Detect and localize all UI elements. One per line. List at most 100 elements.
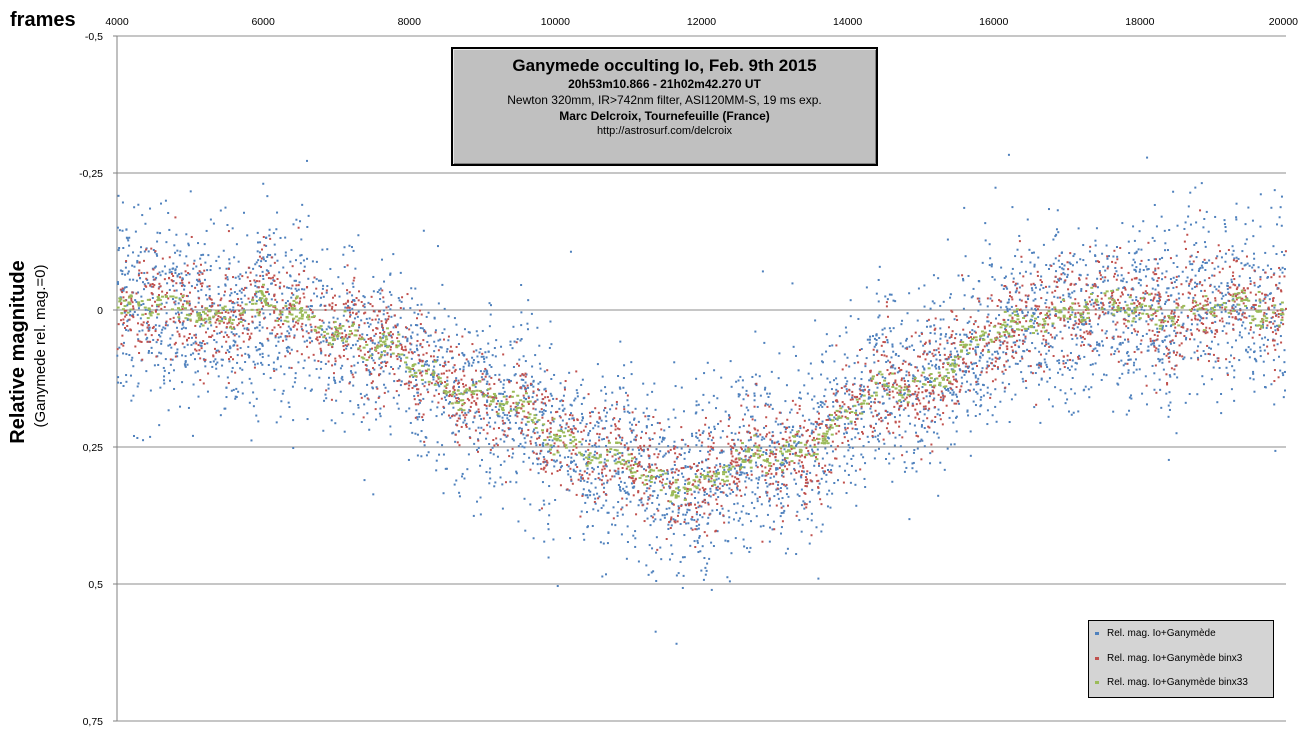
data-point-raw xyxy=(234,341,237,344)
data-point-binx3 xyxy=(581,474,584,477)
data-point-raw xyxy=(1202,350,1205,353)
data-point-raw xyxy=(209,269,212,272)
data-point-binx3 xyxy=(453,370,456,373)
data-point-raw xyxy=(488,482,491,485)
data-point-raw xyxy=(441,444,444,447)
data-point-raw xyxy=(956,353,959,356)
data-point-raw xyxy=(248,354,251,357)
data-point-raw xyxy=(822,470,825,473)
data-point-raw xyxy=(700,444,703,447)
data-point-raw xyxy=(717,477,720,480)
data-point-raw xyxy=(572,425,575,428)
data-point-raw xyxy=(1205,317,1208,320)
data-point-raw xyxy=(1144,275,1147,278)
data-point-binx3 xyxy=(1241,267,1244,270)
data-point-raw xyxy=(743,413,746,416)
data-point-raw xyxy=(1223,325,1226,328)
data-point-raw xyxy=(912,461,915,464)
data-point-raw xyxy=(589,490,592,493)
data-point-binx3 xyxy=(1174,326,1177,329)
data-point-raw xyxy=(1098,307,1101,310)
data-point-raw xyxy=(232,339,235,342)
data-point-raw xyxy=(295,289,298,292)
data-point-raw xyxy=(794,482,797,485)
data-point-raw xyxy=(1102,344,1105,347)
data-point-raw xyxy=(149,207,152,210)
data-point-raw xyxy=(501,483,504,486)
data-point-raw xyxy=(896,371,899,374)
data-point-raw xyxy=(593,453,596,456)
data-point-raw xyxy=(273,243,276,246)
data-point-raw xyxy=(1224,293,1227,296)
data-point-raw xyxy=(713,369,716,372)
data-point-binx3 xyxy=(199,357,202,360)
data-point-raw xyxy=(1124,362,1127,365)
data-point-raw xyxy=(707,450,710,453)
data-point-raw xyxy=(363,395,366,398)
data-point-raw xyxy=(140,246,143,249)
data-point-raw xyxy=(603,486,606,489)
data-point-binx3 xyxy=(174,355,177,358)
data-point-raw xyxy=(541,414,544,417)
data-point-raw xyxy=(240,291,243,294)
data-point-raw xyxy=(366,412,369,415)
data-point-raw xyxy=(829,506,832,509)
data-point-raw xyxy=(818,491,821,494)
data-point-raw xyxy=(483,370,486,373)
data-point-raw xyxy=(538,435,541,438)
data-point-raw xyxy=(512,325,515,328)
data-point-raw xyxy=(177,302,180,305)
data-point-raw xyxy=(682,475,685,478)
data-point-raw xyxy=(707,501,710,504)
data-point-raw xyxy=(792,345,795,348)
data-point-raw xyxy=(518,358,521,361)
data-point-raw xyxy=(1064,392,1067,395)
data-point-binx3 xyxy=(1123,322,1126,325)
data-point-raw xyxy=(232,314,235,317)
data-point-raw xyxy=(838,335,841,338)
data-point-raw xyxy=(1153,258,1156,261)
data-point-raw xyxy=(728,516,731,519)
data-point-raw xyxy=(365,317,368,320)
data-point-raw xyxy=(487,350,490,353)
data-point-raw xyxy=(756,405,759,408)
data-point-raw xyxy=(766,485,769,488)
data-point-raw xyxy=(1158,344,1161,347)
data-point-raw xyxy=(1018,339,1021,342)
data-point-raw xyxy=(928,400,931,403)
data-point-binx3 xyxy=(1197,358,1200,361)
data-point-binx3 xyxy=(1241,290,1244,293)
data-point-raw xyxy=(989,257,992,260)
data-point-binx3 xyxy=(512,402,515,405)
data-point-raw xyxy=(850,464,853,467)
data-point-raw xyxy=(343,246,346,249)
data-point-binx3 xyxy=(527,428,530,431)
data-point-raw xyxy=(1194,281,1197,284)
data-point-binx3 xyxy=(1167,352,1170,355)
data-point-raw xyxy=(673,361,676,364)
data-point-raw xyxy=(826,505,829,508)
data-point-binx3 xyxy=(273,311,276,314)
data-point-raw xyxy=(127,239,130,242)
data-point-raw xyxy=(1199,341,1202,344)
data-point-raw xyxy=(864,486,867,489)
data-point-raw xyxy=(294,287,297,290)
data-point-raw xyxy=(883,442,886,445)
data-point-raw xyxy=(899,445,902,448)
data-point-raw xyxy=(1168,374,1171,377)
data-point-raw xyxy=(400,357,403,360)
data-point-raw xyxy=(963,206,966,209)
data-point-raw xyxy=(218,267,221,270)
data-point-binx3 xyxy=(1051,336,1054,339)
data-point-raw xyxy=(186,295,189,298)
data-point-raw xyxy=(697,527,700,530)
data-point-raw xyxy=(900,323,903,326)
data-point-raw xyxy=(1074,282,1077,285)
data-point-raw xyxy=(1095,227,1098,230)
data-point-raw xyxy=(142,281,145,284)
data-point-raw xyxy=(1072,411,1075,414)
data-point-raw xyxy=(1238,283,1241,286)
data-point-raw xyxy=(832,405,835,408)
data-point-raw xyxy=(210,324,213,327)
data-point-raw xyxy=(762,524,765,527)
